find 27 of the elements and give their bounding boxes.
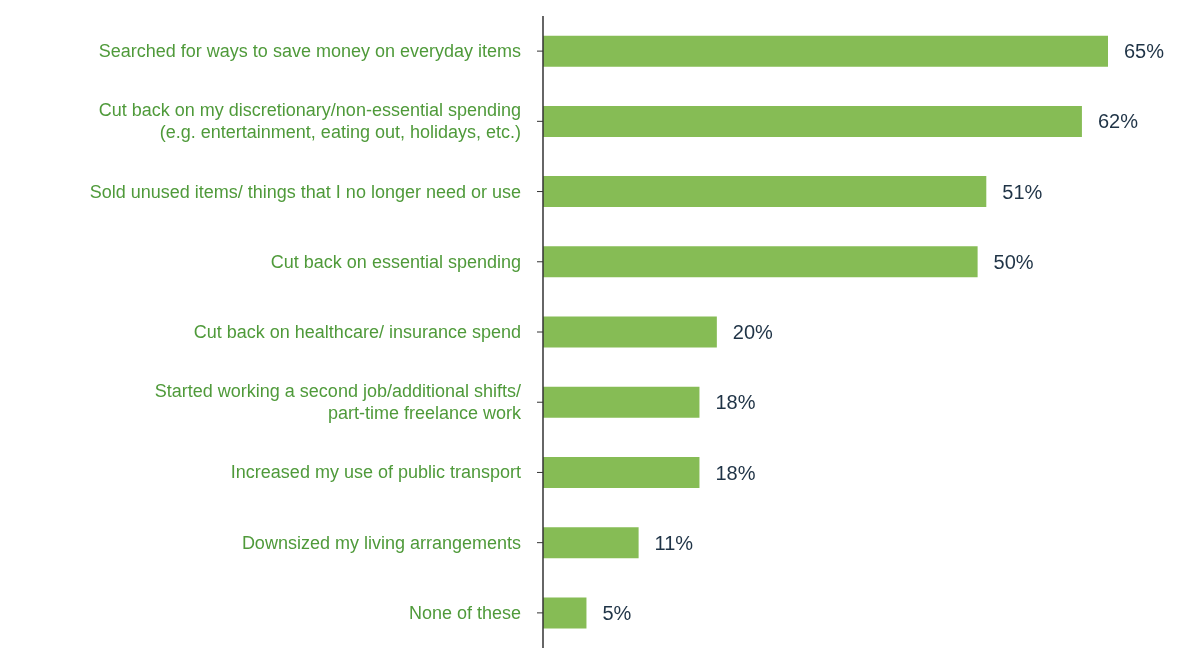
data-label: 18% — [715, 391, 756, 414]
bar — [543, 176, 987, 208]
bar — [543, 386, 700, 418]
data-label: 50% — [993, 250, 1034, 273]
data-label: 20% — [732, 321, 774, 344]
y-tick-label: None of these — [408, 602, 521, 623]
data-label: 65% — [1124, 40, 1165, 63]
data-label: 62% — [1097, 110, 1139, 133]
bar — [543, 527, 639, 559]
data-label: 18% — [715, 461, 756, 484]
bar — [543, 35, 1108, 67]
bar — [543, 597, 587, 629]
y-tick-label: Started working a second job/additional shifts/ part-time freelance work — [154, 381, 522, 424]
y-tick-label: Cut back on healthcare/ insurance spend — [193, 322, 521, 342]
bar — [543, 457, 700, 488]
data-label: 11% — [654, 531, 694, 554]
bar — [543, 316, 717, 348]
y-tick-label: Cut back on essential spending — [270, 251, 521, 272]
y-tick-label: Downsized my living arrangements — [241, 532, 521, 553]
bar — [543, 105, 1082, 137]
y-tick-label: Sold unused items/ things that I no longer need or use — [89, 181, 521, 202]
y-tick-label: Cut back on my discretionary/non-essential spending (e.g. entertainment, eating out, holidays, etc.) — [98, 100, 521, 143]
bar — [543, 246, 978, 278]
y-tick-label: Increased my use of public transport — [230, 462, 521, 483]
data-label: 5% — [602, 602, 632, 625]
data-label: 51% — [1002, 180, 1043, 203]
y-tick-label: Searched for ways to save money on everyday items — [98, 41, 521, 62]
